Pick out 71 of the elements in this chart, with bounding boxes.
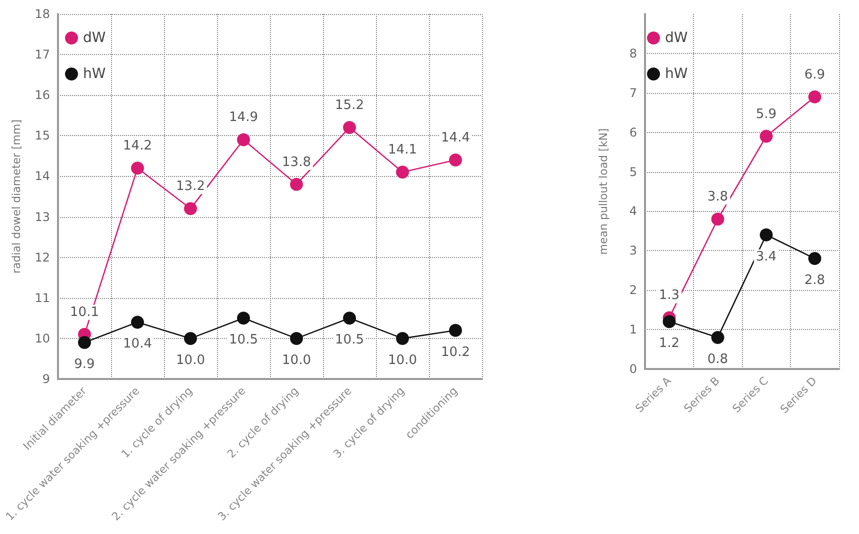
y-axis-title: mean pullout load [kN] <box>597 128 610 255</box>
y-tick-label: 16 <box>34 88 50 102</box>
data-label: 14.9 <box>229 110 258 126</box>
data-label: 10.0 <box>176 352 205 368</box>
y-axis-title: radial dowel diameter [mm] <box>10 120 23 274</box>
data-label: 14.4 <box>441 130 470 146</box>
y-tick-label: 13 <box>34 210 50 224</box>
point <box>78 336 91 349</box>
data-label: 10.5 <box>335 332 364 348</box>
point <box>449 154 462 166</box>
point <box>808 252 822 266</box>
point <box>131 316 144 329</box>
data-label: 14.2 <box>123 138 152 154</box>
legend-label: hW <box>83 66 106 82</box>
y-tick-label: 1 <box>629 322 637 337</box>
data-label: 3.4 <box>756 249 777 264</box>
y-tick-label: 8 <box>629 46 637 60</box>
y-tick-label: 11 <box>34 290 50 305</box>
point <box>237 133 250 146</box>
data-label: 10.1 <box>70 304 99 320</box>
data-label: 3.8 <box>707 190 728 205</box>
point <box>760 228 773 242</box>
y-tick-label: 6 <box>629 125 637 140</box>
data-label: 1.3 <box>658 288 680 304</box>
point <box>131 162 144 175</box>
point <box>343 312 356 325</box>
data-label: 9.9 <box>74 357 95 372</box>
point <box>760 130 773 143</box>
data-label: 1.2 <box>658 336 680 352</box>
point <box>184 202 197 216</box>
point <box>290 178 303 191</box>
point <box>343 121 356 134</box>
point <box>808 90 822 104</box>
legend-label: hW <box>665 66 688 82</box>
data-label: 10.4 <box>123 336 152 352</box>
point <box>711 212 724 226</box>
y-tick-label: 3 <box>629 244 637 258</box>
data-label: 5.9 <box>756 106 777 122</box>
y-tick-label: 7 <box>629 86 637 100</box>
data-label: 0.8 <box>707 352 728 367</box>
point <box>237 312 250 325</box>
y-tick-label: 2 <box>629 283 637 298</box>
data-label: 2.8 <box>804 273 826 288</box>
data-label: 10.0 <box>388 352 417 368</box>
data-label: 10.2 <box>441 344 470 360</box>
y-tick-label: 17 <box>34 48 50 62</box>
data-label: 13.8 <box>282 154 311 170</box>
point <box>184 332 197 345</box>
y-tick-label: 10 <box>34 331 50 346</box>
legend-label: dW <box>83 30 106 46</box>
point <box>449 324 462 337</box>
y-tick-label: 4 <box>629 204 637 218</box>
data-label: 13.2 <box>176 179 205 194</box>
y-tick-label: 18 <box>34 7 50 21</box>
y-tick-label: 14 <box>34 169 50 184</box>
y-tick-label: 0 <box>629 362 637 376</box>
point <box>662 315 676 328</box>
y-tick-label: 9 <box>42 372 50 386</box>
data-label: 10.5 <box>229 332 258 348</box>
y-tick-label: 12 <box>34 250 50 264</box>
point <box>396 166 409 179</box>
y-tick-label: 5 <box>629 164 637 179</box>
data-label: 14.1 <box>388 142 417 158</box>
point <box>396 332 409 345</box>
point <box>290 332 303 345</box>
data-label: 10.0 <box>282 352 311 368</box>
point <box>711 330 724 344</box>
legend-label: dW <box>665 30 688 46</box>
data-label: 15.2 <box>335 98 364 114</box>
y-tick-label: 15 <box>34 128 50 143</box>
data-label: 6.9 <box>804 67 826 82</box>
